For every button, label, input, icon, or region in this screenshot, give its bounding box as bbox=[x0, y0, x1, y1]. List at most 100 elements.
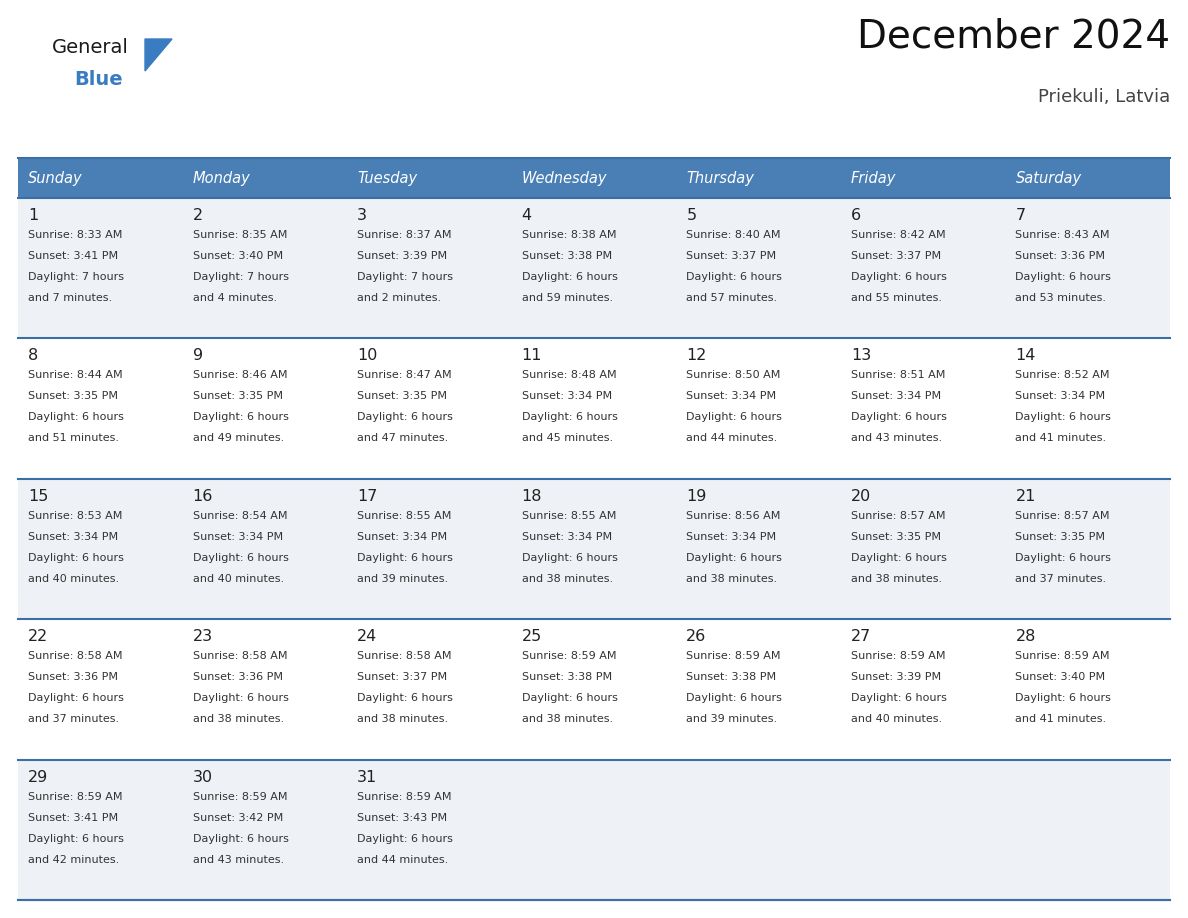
Text: and 59 minutes.: and 59 minutes. bbox=[522, 293, 613, 303]
Text: Daylight: 6 hours: Daylight: 6 hours bbox=[851, 693, 947, 703]
FancyBboxPatch shape bbox=[18, 759, 1170, 900]
Text: Sunrise: 8:58 AM: Sunrise: 8:58 AM bbox=[192, 651, 287, 661]
Text: and 37 minutes.: and 37 minutes. bbox=[1016, 574, 1106, 584]
Text: Sunset: 3:36 PM: Sunset: 3:36 PM bbox=[29, 672, 118, 682]
Text: Sunrise: 8:44 AM: Sunrise: 8:44 AM bbox=[29, 370, 122, 380]
Text: and 37 minutes.: and 37 minutes. bbox=[29, 714, 119, 724]
Text: Sunset: 3:38 PM: Sunset: 3:38 PM bbox=[522, 672, 612, 682]
Polygon shape bbox=[145, 39, 172, 71]
Text: Daylight: 6 hours: Daylight: 6 hours bbox=[687, 272, 782, 282]
Text: Sunrise: 8:58 AM: Sunrise: 8:58 AM bbox=[358, 651, 451, 661]
Text: 25: 25 bbox=[522, 629, 542, 644]
Text: 5: 5 bbox=[687, 208, 696, 223]
Text: Sunset: 3:42 PM: Sunset: 3:42 PM bbox=[192, 812, 283, 823]
Text: Sunset: 3:40 PM: Sunset: 3:40 PM bbox=[192, 251, 283, 261]
Text: 16: 16 bbox=[192, 488, 213, 504]
Text: Daylight: 6 hours: Daylight: 6 hours bbox=[29, 834, 124, 844]
Text: Daylight: 6 hours: Daylight: 6 hours bbox=[522, 272, 618, 282]
Text: Thursday: Thursday bbox=[687, 171, 754, 185]
FancyBboxPatch shape bbox=[512, 158, 676, 198]
Text: Monday: Monday bbox=[192, 171, 251, 185]
Text: and 41 minutes.: and 41 minutes. bbox=[1016, 433, 1106, 443]
Text: Sunrise: 8:59 AM: Sunrise: 8:59 AM bbox=[522, 651, 617, 661]
Text: and 41 minutes.: and 41 minutes. bbox=[1016, 714, 1106, 724]
Text: Daylight: 6 hours: Daylight: 6 hours bbox=[522, 553, 618, 563]
Text: Wednesday: Wednesday bbox=[522, 171, 607, 185]
Text: Sunrise: 8:57 AM: Sunrise: 8:57 AM bbox=[1016, 510, 1110, 521]
Text: 4: 4 bbox=[522, 208, 532, 223]
Text: and 2 minutes.: and 2 minutes. bbox=[358, 293, 441, 303]
Text: Daylight: 6 hours: Daylight: 6 hours bbox=[1016, 553, 1111, 563]
Text: Daylight: 7 hours: Daylight: 7 hours bbox=[29, 272, 124, 282]
Text: Daylight: 6 hours: Daylight: 6 hours bbox=[29, 412, 124, 422]
Text: and 57 minutes.: and 57 minutes. bbox=[687, 293, 777, 303]
Text: 23: 23 bbox=[192, 629, 213, 644]
Text: Sunrise: 8:59 AM: Sunrise: 8:59 AM bbox=[192, 791, 287, 801]
Text: Sunrise: 8:37 AM: Sunrise: 8:37 AM bbox=[358, 230, 451, 240]
Text: Sunrise: 8:59 AM: Sunrise: 8:59 AM bbox=[358, 791, 451, 801]
Text: 6: 6 bbox=[851, 208, 861, 223]
Text: Sunrise: 8:54 AM: Sunrise: 8:54 AM bbox=[192, 510, 287, 521]
Text: 21: 21 bbox=[1016, 488, 1036, 504]
Text: Daylight: 6 hours: Daylight: 6 hours bbox=[687, 553, 782, 563]
Text: 7: 7 bbox=[1016, 208, 1025, 223]
Text: Sunrise: 8:40 AM: Sunrise: 8:40 AM bbox=[687, 230, 781, 240]
Text: and 40 minutes.: and 40 minutes. bbox=[851, 714, 942, 724]
Text: and 43 minutes.: and 43 minutes. bbox=[192, 855, 284, 865]
Text: Daylight: 6 hours: Daylight: 6 hours bbox=[687, 412, 782, 422]
Text: 15: 15 bbox=[29, 488, 49, 504]
Text: and 4 minutes.: and 4 minutes. bbox=[192, 293, 277, 303]
Text: 2: 2 bbox=[192, 208, 203, 223]
Text: 20: 20 bbox=[851, 488, 871, 504]
Text: Daylight: 6 hours: Daylight: 6 hours bbox=[192, 553, 289, 563]
Text: Sunrise: 8:59 AM: Sunrise: 8:59 AM bbox=[1016, 651, 1110, 661]
Text: and 44 minutes.: and 44 minutes. bbox=[358, 855, 448, 865]
Text: Sunset: 3:34 PM: Sunset: 3:34 PM bbox=[192, 532, 283, 542]
Text: Sunset: 3:41 PM: Sunset: 3:41 PM bbox=[29, 812, 118, 823]
Text: 17: 17 bbox=[358, 488, 378, 504]
Text: Sunset: 3:35 PM: Sunset: 3:35 PM bbox=[29, 391, 118, 401]
Text: 27: 27 bbox=[851, 629, 871, 644]
Text: Sunset: 3:37 PM: Sunset: 3:37 PM bbox=[851, 251, 941, 261]
Text: Sunset: 3:38 PM: Sunset: 3:38 PM bbox=[687, 672, 777, 682]
Text: Tuesday: Tuesday bbox=[358, 171, 417, 185]
Text: 10: 10 bbox=[358, 349, 378, 364]
Text: Sunset: 3:38 PM: Sunset: 3:38 PM bbox=[522, 251, 612, 261]
Text: Daylight: 6 hours: Daylight: 6 hours bbox=[851, 272, 947, 282]
Text: Sunrise: 8:56 AM: Sunrise: 8:56 AM bbox=[687, 510, 781, 521]
Text: and 44 minutes.: and 44 minutes. bbox=[687, 433, 777, 443]
Text: Daylight: 6 hours: Daylight: 6 hours bbox=[358, 553, 453, 563]
FancyBboxPatch shape bbox=[18, 620, 1170, 759]
Text: Sunset: 3:34 PM: Sunset: 3:34 PM bbox=[687, 391, 777, 401]
Text: Daylight: 6 hours: Daylight: 6 hours bbox=[358, 834, 453, 844]
Text: Sunrise: 8:57 AM: Sunrise: 8:57 AM bbox=[851, 510, 946, 521]
Text: Sunset: 3:37 PM: Sunset: 3:37 PM bbox=[687, 251, 777, 261]
Text: 18: 18 bbox=[522, 488, 542, 504]
Text: Sunset: 3:34 PM: Sunset: 3:34 PM bbox=[522, 391, 612, 401]
Text: Sunrise: 8:47 AM: Sunrise: 8:47 AM bbox=[358, 370, 451, 380]
FancyBboxPatch shape bbox=[1005, 158, 1170, 198]
FancyBboxPatch shape bbox=[676, 158, 841, 198]
Text: Sunset: 3:34 PM: Sunset: 3:34 PM bbox=[29, 532, 118, 542]
Text: and 43 minutes.: and 43 minutes. bbox=[851, 433, 942, 443]
Text: Sunrise: 8:58 AM: Sunrise: 8:58 AM bbox=[29, 651, 122, 661]
Text: Sunrise: 8:48 AM: Sunrise: 8:48 AM bbox=[522, 370, 617, 380]
Text: Sunset: 3:34 PM: Sunset: 3:34 PM bbox=[851, 391, 941, 401]
Text: Sunrise: 8:42 AM: Sunrise: 8:42 AM bbox=[851, 230, 946, 240]
Text: and 51 minutes.: and 51 minutes. bbox=[29, 433, 119, 443]
Text: Sunset: 3:35 PM: Sunset: 3:35 PM bbox=[358, 391, 447, 401]
Text: Sunset: 3:41 PM: Sunset: 3:41 PM bbox=[29, 251, 118, 261]
Text: Sunday: Sunday bbox=[29, 171, 83, 185]
Text: General: General bbox=[52, 38, 128, 57]
Text: Sunset: 3:37 PM: Sunset: 3:37 PM bbox=[358, 672, 447, 682]
Text: Daylight: 6 hours: Daylight: 6 hours bbox=[192, 834, 289, 844]
Text: Daylight: 6 hours: Daylight: 6 hours bbox=[687, 693, 782, 703]
Text: and 38 minutes.: and 38 minutes. bbox=[358, 714, 448, 724]
Text: and 38 minutes.: and 38 minutes. bbox=[687, 574, 777, 584]
Text: and 53 minutes.: and 53 minutes. bbox=[1016, 293, 1106, 303]
Text: Sunset: 3:40 PM: Sunset: 3:40 PM bbox=[1016, 672, 1106, 682]
Text: 30: 30 bbox=[192, 769, 213, 785]
Text: Daylight: 6 hours: Daylight: 6 hours bbox=[522, 693, 618, 703]
Text: Sunrise: 8:50 AM: Sunrise: 8:50 AM bbox=[687, 370, 781, 380]
Text: Blue: Blue bbox=[74, 70, 122, 89]
